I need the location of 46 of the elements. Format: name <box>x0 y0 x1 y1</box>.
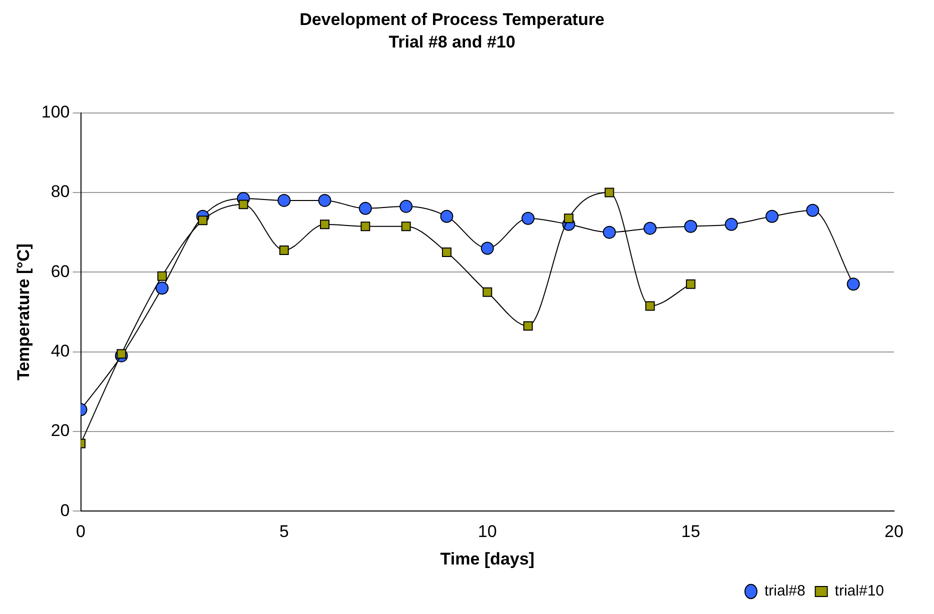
x-tick-label: 5 <box>279 522 289 542</box>
x-axis-title: Time [days] <box>440 549 534 568</box>
point <box>401 222 411 232</box>
point <box>602 226 616 239</box>
point <box>604 188 614 198</box>
point <box>358 202 372 215</box>
chart-title: Development of Process Temperature <box>300 10 604 29</box>
point <box>480 242 494 255</box>
point <box>724 218 738 231</box>
legend-label: trial#8 <box>764 582 806 600</box>
point <box>644 222 657 235</box>
point <box>684 220 698 233</box>
point <box>523 321 533 331</box>
y-tick-label: 100 <box>41 102 70 122</box>
point <box>686 279 696 289</box>
point <box>157 271 167 281</box>
point <box>522 212 535 225</box>
y-tick-label: 20 <box>50 421 70 440</box>
point <box>198 216 208 226</box>
point <box>645 301 655 311</box>
point <box>440 210 454 223</box>
x-tick-label: 20 <box>884 522 904 542</box>
point <box>766 210 779 223</box>
point <box>360 222 370 232</box>
y-tick-label: 60 <box>50 262 70 281</box>
point <box>318 194 332 207</box>
point <box>156 282 169 295</box>
point <box>320 220 330 230</box>
point <box>278 194 291 207</box>
point <box>400 200 413 213</box>
point <box>238 200 248 210</box>
point <box>806 204 820 217</box>
point <box>482 287 492 297</box>
point <box>279 246 289 255</box>
point <box>564 214 574 224</box>
y-tick-label: 0 <box>60 500 70 520</box>
x-tick-label: 15 <box>681 522 700 542</box>
y-tick-label: 80 <box>50 182 70 202</box>
y-tick-label: 40 <box>50 342 70 361</box>
legend-label: trial#10 <box>834 582 884 600</box>
x-tick-label: 10 <box>478 522 497 542</box>
x-tick-label: 0 <box>76 522 86 542</box>
point <box>846 278 860 291</box>
y-axis-title: Temperature [°C] <box>14 244 33 380</box>
point <box>442 248 452 257</box>
chart-subtitle: Trial #8 and #10 <box>388 32 516 52</box>
